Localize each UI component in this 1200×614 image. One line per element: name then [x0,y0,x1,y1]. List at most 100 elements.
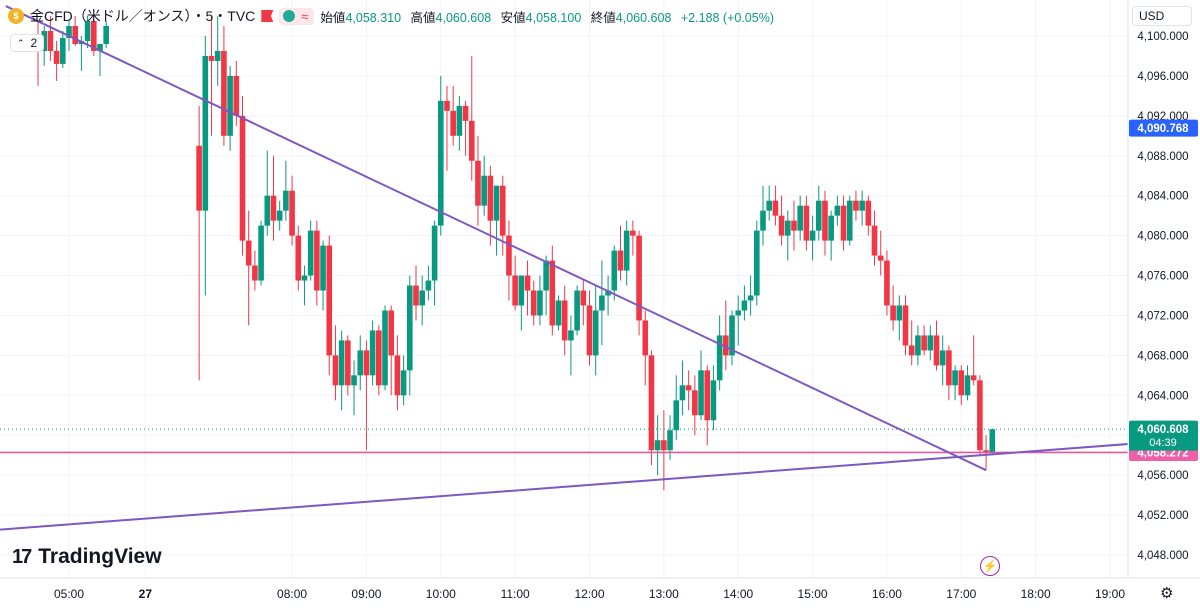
candle-up [481,175,487,206]
candle-down [332,355,339,386]
currency-selector[interactable]: USD [1132,6,1192,26]
close-label: 終値 [590,10,616,25]
candle-down [908,345,915,356]
time-axis-panel [0,578,1200,614]
candle-down [53,50,60,64]
candle-down [208,55,215,61]
candle-up [382,310,388,386]
candle-down [363,350,370,376]
x-tick-label: 08:00 [277,587,307,601]
candle-up [568,330,574,341]
candle-down [295,235,302,281]
candle-down [72,26,78,44]
candle-down [450,110,456,136]
candle-down [723,335,729,356]
x-tick-label: 16:00 [872,587,902,601]
x-tick-label: 13:00 [649,587,679,601]
candle-up [815,200,822,231]
candle-down [617,250,624,271]
candle-up [351,375,357,386]
x-tick-label: 11:00 [501,587,530,601]
candle-up [41,31,48,51]
market-flag-icon [261,10,274,22]
market-open-icon [283,10,296,22]
candle-down [468,120,475,161]
candle-up [264,195,271,226]
status-pill[interactable]: ≈ [279,7,315,25]
y-tick-label: 4,088.000 [1137,151,1188,163]
x-tick-label: 18:00 [1021,587,1051,601]
candle-down [778,215,785,236]
candle-up [710,380,717,421]
marked-price-label-bg [1129,119,1198,137]
y-tick-label: 4,068.000 [1137,350,1188,362]
candle-up [227,75,233,136]
candle-down [704,370,711,421]
indicators-toggle[interactable]: ⌃ 2 [10,34,45,52]
candle-up [784,220,791,236]
trendline [0,439,1179,531]
candle-down [499,185,506,236]
candle-down [512,275,518,306]
x-tick-label: 15:00 [798,587,828,601]
candle-up [84,21,91,41]
candle-up [307,230,314,276]
candle-down [853,200,859,211]
x-tick-label: 12:00 [574,587,604,601]
candle-down [884,260,890,306]
candle-down [692,390,698,416]
candle-up [431,225,438,281]
candle-up [338,340,345,386]
candle-up [574,290,580,331]
candle-down [289,190,295,236]
candle-up [896,305,903,321]
candle-up [493,185,500,221]
candle-down [946,350,952,386]
candle-down [413,285,419,306]
candle-up [437,100,444,226]
candle-up [735,310,742,316]
candle-down [648,355,655,451]
candle-down [977,380,983,451]
candle-up [283,190,289,211]
candle-down [580,290,587,306]
lightning-icon[interactable]: ⚡ [980,556,1000,576]
candle-down [586,305,593,356]
candle-up [989,429,996,453]
ohlc-readout: 始値4,058.310 高値4,060.608 安値4,058.100 終値4,… [320,7,774,26]
marked-price-label: 4,090.768 [1137,123,1189,135]
grid [0,0,1128,578]
settings-icon[interactable]: ⚙ [1160,585,1174,602]
chart-header: $ 金CFD（米ドル／オンス）・5・TVC ≈ 始値4,058.310 高値4,… [8,6,774,26]
candle-up [698,370,704,416]
symbol-title[interactable]: 金CFD（米ドル／オンス）・5・TVC [30,8,256,24]
candle-down [326,245,333,356]
candles [35,16,996,491]
price-axis-panel [1128,0,1200,614]
candle-down [636,235,642,321]
high-label: 高値 [410,10,436,25]
candle-up [729,315,735,356]
candle-up [605,290,611,296]
candle-up [667,430,673,451]
candle-down [561,300,568,341]
candle-down [822,200,828,241]
tv-mark-icon: 17 [12,545,32,568]
candle-down [772,200,779,216]
candle-up [320,245,326,291]
y-tick-label: 4,052.000 [1137,510,1188,522]
candle-down [983,450,989,453]
open-value: 4,058.310 [345,10,402,25]
x-tick-label: 14:00 [723,587,753,601]
candle-down [840,205,847,241]
chevron-up-icon: ⌃ [17,37,25,48]
candle-up [97,43,103,51]
x-tick-label: 19:00 [1095,587,1125,601]
candle-down [233,75,240,116]
y-tick-label: 4,084.000 [1137,191,1188,203]
candle-up [357,350,364,376]
y-tick-label: 4,100.000 [1137,31,1188,43]
y-tick-label: 4,064.000 [1137,390,1188,402]
